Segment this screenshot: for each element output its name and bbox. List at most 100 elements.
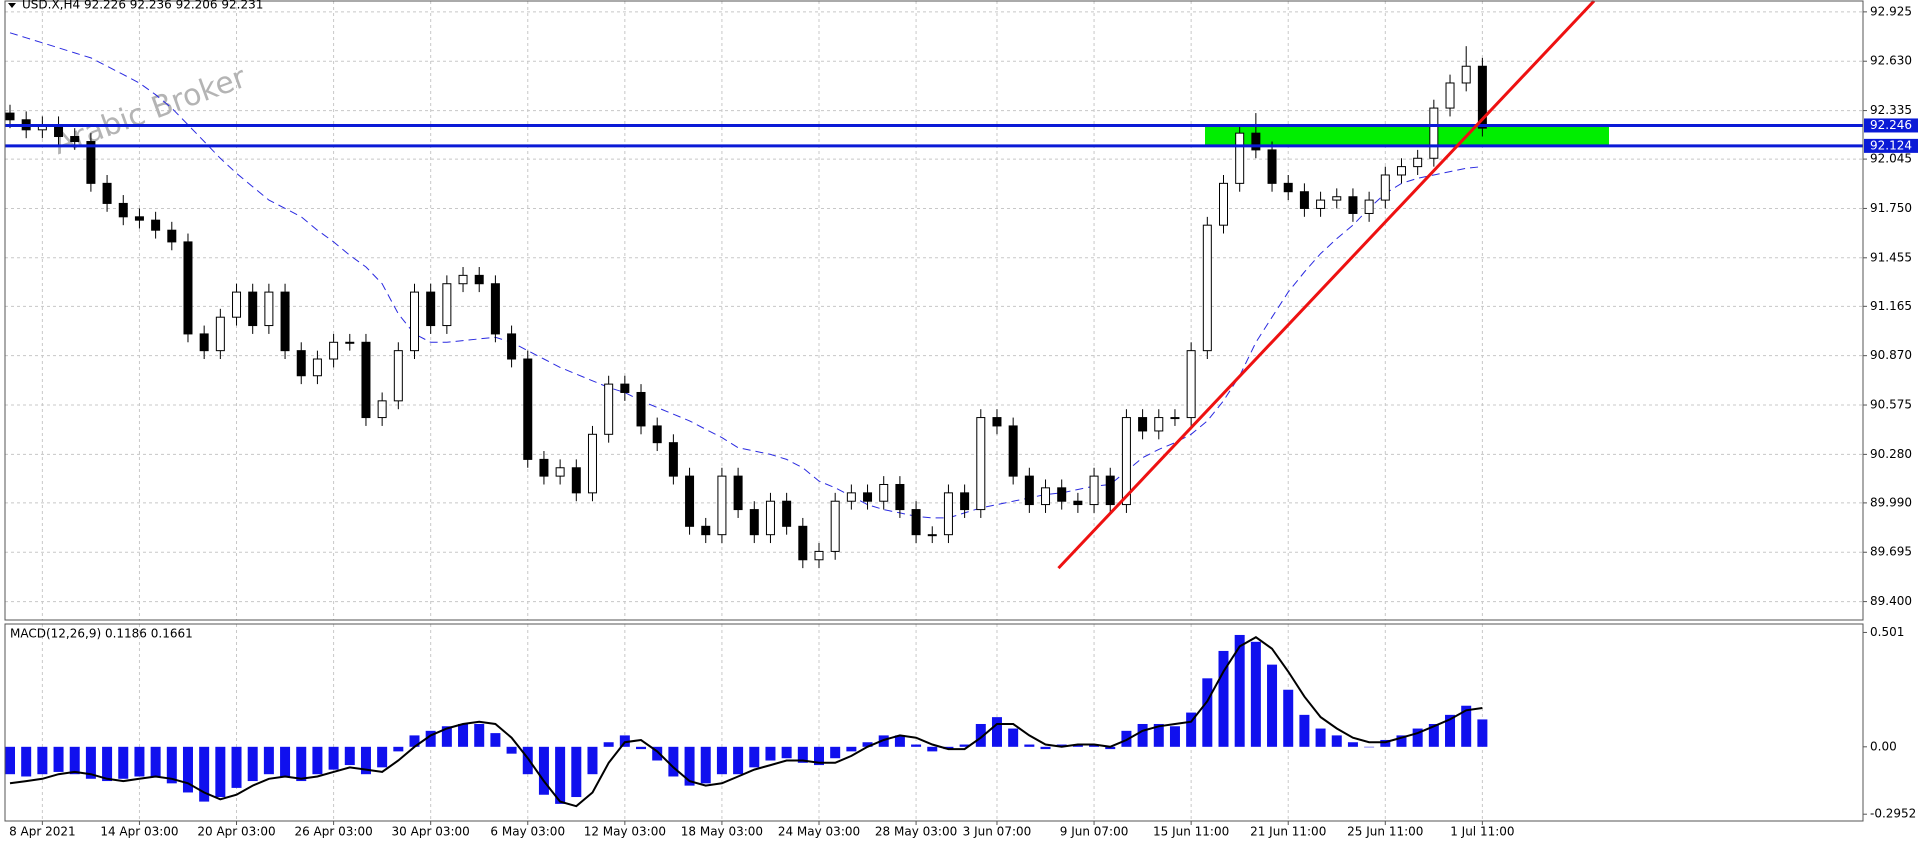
candle-body (1461, 65, 1471, 84)
candle-body (167, 229, 177, 243)
candle-body (296, 350, 306, 377)
macd-bar (1250, 641, 1261, 747)
x-tick-label: 24 May 03:00 (778, 825, 860, 839)
candle-body (652, 425, 662, 444)
grid-layer (5, 1, 1863, 821)
macd-bar (814, 746, 824, 766)
candle-body (1348, 196, 1358, 214)
y-tick-label: 92.045 (1870, 152, 1912, 166)
macd-bar (1072, 744, 1083, 747)
macd-bar (1121, 730, 1132, 747)
level-tag (1864, 118, 1918, 133)
macd-bar (522, 746, 533, 775)
candle-body (490, 283, 500, 335)
macd-bar (441, 726, 452, 747)
macd-bar (878, 735, 889, 747)
macd-bar (1315, 728, 1326, 747)
macd-bar (765, 746, 776, 761)
candle-body (1024, 475, 1034, 506)
macd-bar (862, 742, 873, 747)
candle-body (604, 383, 614, 435)
x-tick-label: 25 Jun 11:00 (1347, 825, 1423, 839)
macd-bar (846, 746, 857, 752)
macd-bar (1445, 714, 1456, 747)
candle-body (1057, 487, 1067, 502)
macd-bar (1169, 726, 1180, 747)
candle-body (895, 483, 905, 511)
macd-bar (425, 730, 436, 747)
x-tick-label: 12 May 03:00 (584, 825, 666, 839)
candle-body (183, 241, 193, 335)
candle-body (749, 509, 759, 536)
candle-body (863, 492, 873, 502)
y-tick-label: 90.280 (1870, 447, 1912, 461)
candle-body (151, 219, 161, 231)
macd-bar (5, 746, 15, 775)
macd-bar (1477, 719, 1488, 747)
macd-bar (587, 746, 598, 775)
candle-body (345, 341, 355, 344)
y-tick-label: 90.870 (1870, 348, 1912, 362)
macd-bar (1364, 746, 1375, 748)
macd-bar (1234, 634, 1245, 747)
macd-bar (1412, 728, 1423, 747)
y-tick-label: 91.750 (1870, 201, 1912, 215)
macd-bar (215, 746, 226, 798)
candle-body (1267, 149, 1277, 184)
macd-bar (409, 735, 420, 747)
candle-body (685, 475, 695, 527)
candle-body (1251, 132, 1261, 151)
candle-body (539, 458, 549, 477)
macd-bar (263, 746, 274, 775)
candle-body (701, 525, 711, 536)
macd-bar (1331, 735, 1342, 747)
macd-bar (506, 746, 517, 754)
macd-panel-frame (4, 623, 1864, 822)
macd-bar (1137, 723, 1148, 747)
macd-bar (959, 744, 970, 747)
candle-body (248, 291, 258, 327)
candle-body (1413, 157, 1423, 168)
candle-body (911, 509, 921, 536)
macd-bar (69, 746, 80, 775)
macd-bar (668, 746, 679, 777)
candle-body (733, 475, 743, 511)
candle-body (474, 274, 484, 285)
y-tick-label: 0.501 (1870, 625, 1904, 639)
candle-body (1170, 417, 1180, 420)
candle-body (232, 291, 242, 318)
macd-bar (943, 746, 954, 750)
candle-body (1008, 425, 1018, 477)
x-tick-label: 20 Apr 03:00 (197, 825, 275, 839)
macd-bar (911, 744, 922, 747)
candle-body (442, 283, 452, 327)
candle-body (264, 291, 274, 327)
candle-body (102, 182, 112, 204)
macd-title: MACD(12,26,9) 0.1186 0.1661 (10, 627, 193, 641)
candle-body (1429, 107, 1439, 159)
macd-bar (619, 735, 630, 747)
candle-body (329, 341, 339, 360)
y-tick-label: 89.695 (1870, 545, 1912, 559)
y-tick-label: -0.2952 (1870, 807, 1916, 821)
candle-body (765, 500, 775, 536)
level-label: 92.124 (1870, 138, 1912, 152)
macd-bar (1056, 744, 1067, 747)
macd-bar (1428, 723, 1439, 747)
candle-body (620, 383, 630, 393)
candle-body (86, 141, 96, 184)
candle-body (458, 274, 468, 285)
support-zone (1205, 125, 1609, 146)
macd-bar (1283, 689, 1294, 747)
macd-bar (102, 746, 113, 782)
candle-body (1105, 475, 1115, 506)
macd-bar (393, 746, 404, 752)
moving-average (9, 32, 1483, 519)
candle-body (830, 500, 840, 552)
macd-bar (1089, 744, 1100, 747)
macd-bar (199, 746, 210, 802)
macd-bar (344, 746, 355, 766)
candle-body (1299, 191, 1309, 209)
y-tick-label: 91.165 (1870, 299, 1912, 313)
